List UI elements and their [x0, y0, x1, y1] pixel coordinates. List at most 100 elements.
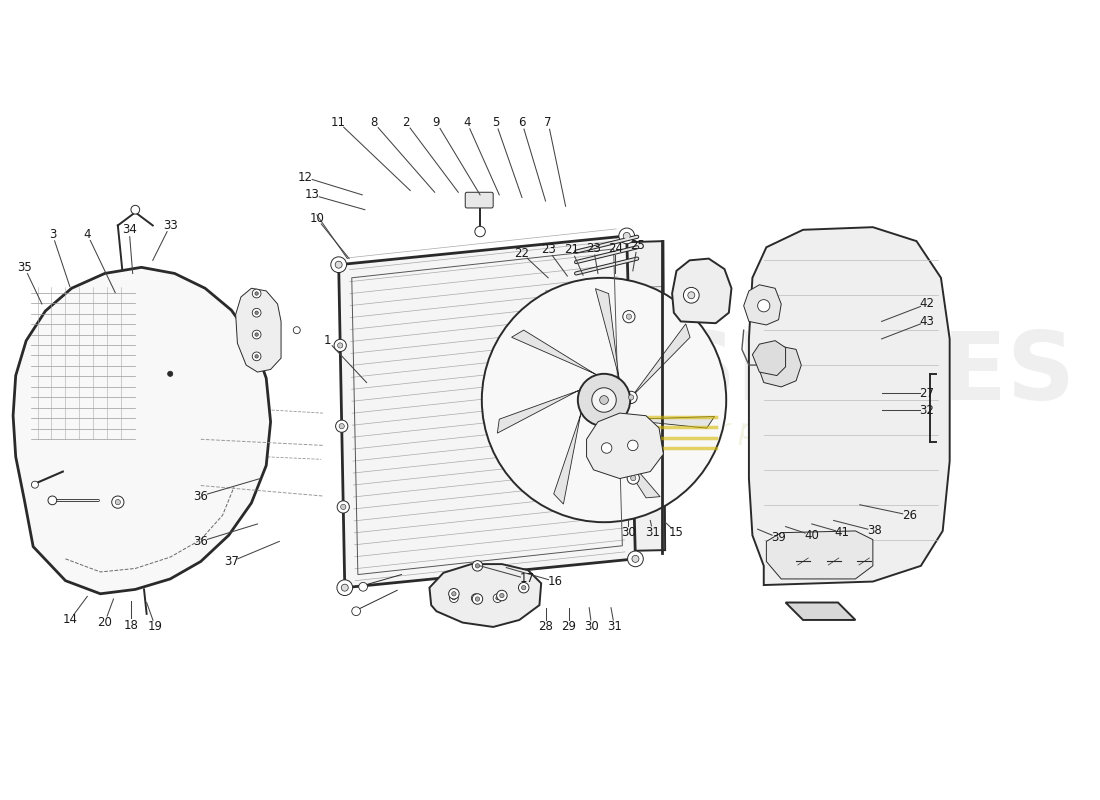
Circle shape: [758, 300, 770, 312]
Circle shape: [499, 594, 504, 598]
Circle shape: [449, 589, 459, 599]
Text: 31: 31: [646, 526, 660, 539]
Circle shape: [255, 354, 258, 358]
Text: 37: 37: [224, 555, 239, 568]
Polygon shape: [586, 413, 663, 478]
Text: 21: 21: [564, 243, 580, 256]
Text: 1085: 1085: [811, 422, 917, 465]
Polygon shape: [758, 346, 801, 387]
Text: 31: 31: [607, 621, 621, 634]
Text: 3: 3: [48, 228, 56, 241]
Circle shape: [112, 496, 124, 508]
Circle shape: [627, 472, 639, 484]
Polygon shape: [497, 390, 582, 433]
Text: 26: 26: [902, 509, 917, 522]
Circle shape: [131, 206, 140, 214]
Text: 36: 36: [194, 535, 208, 548]
Text: 2: 2: [403, 116, 409, 129]
Circle shape: [331, 257, 346, 273]
Text: 33: 33: [163, 219, 177, 232]
Text: 43: 43: [920, 315, 934, 328]
Text: 34: 34: [122, 223, 136, 236]
Circle shape: [632, 555, 639, 562]
Circle shape: [255, 333, 258, 336]
Text: 24: 24: [608, 242, 623, 254]
FancyBboxPatch shape: [465, 192, 493, 208]
Circle shape: [602, 442, 612, 454]
Circle shape: [475, 597, 480, 601]
Text: EUROSPARES: EUROSPARES: [374, 328, 1075, 420]
Text: 9: 9: [432, 116, 440, 129]
Polygon shape: [13, 267, 271, 594]
Circle shape: [252, 308, 261, 317]
Circle shape: [341, 584, 349, 591]
Text: 4: 4: [84, 228, 91, 241]
Circle shape: [578, 374, 630, 426]
Circle shape: [337, 501, 350, 513]
Circle shape: [600, 396, 608, 404]
Circle shape: [497, 590, 507, 601]
Circle shape: [626, 314, 631, 319]
Circle shape: [252, 352, 261, 361]
Polygon shape: [339, 236, 636, 588]
Text: 30: 30: [621, 526, 636, 539]
Circle shape: [628, 551, 643, 566]
Text: 16: 16: [548, 575, 562, 588]
Text: 13: 13: [305, 188, 320, 202]
Circle shape: [496, 596, 499, 600]
Text: 32: 32: [920, 404, 934, 417]
Circle shape: [337, 580, 353, 595]
Polygon shape: [752, 341, 785, 375]
Polygon shape: [512, 330, 598, 376]
Text: a passion for parts: a passion for parts: [551, 417, 811, 445]
Text: 4: 4: [463, 116, 471, 129]
Polygon shape: [628, 324, 690, 400]
Circle shape: [252, 330, 261, 339]
Text: 22: 22: [515, 247, 529, 260]
Circle shape: [624, 233, 630, 239]
Circle shape: [625, 391, 637, 403]
Circle shape: [255, 311, 258, 314]
Polygon shape: [598, 424, 660, 498]
Polygon shape: [438, 576, 515, 620]
Text: 39: 39: [771, 531, 786, 545]
Circle shape: [352, 607, 361, 615]
Circle shape: [452, 591, 456, 596]
Circle shape: [628, 394, 634, 400]
Polygon shape: [429, 564, 541, 627]
Polygon shape: [235, 288, 282, 372]
Circle shape: [452, 596, 455, 600]
Text: 29: 29: [562, 621, 576, 634]
Text: 42: 42: [920, 298, 935, 310]
Circle shape: [482, 278, 726, 522]
Text: 6: 6: [518, 116, 526, 129]
Text: 14: 14: [63, 614, 77, 626]
Circle shape: [450, 594, 459, 602]
Text: 1: 1: [323, 334, 331, 347]
Text: 17: 17: [519, 573, 535, 586]
Circle shape: [167, 371, 173, 377]
Text: 27: 27: [920, 386, 935, 399]
Text: 23: 23: [541, 243, 556, 256]
Circle shape: [336, 420, 348, 432]
Polygon shape: [553, 410, 582, 504]
Circle shape: [623, 310, 635, 322]
Circle shape: [252, 289, 261, 298]
Text: 41: 41: [835, 526, 850, 539]
Text: 19: 19: [147, 621, 163, 634]
Polygon shape: [744, 285, 781, 325]
Text: 15: 15: [669, 526, 684, 539]
Text: 20: 20: [97, 616, 112, 629]
Circle shape: [493, 594, 502, 602]
Circle shape: [474, 596, 477, 600]
Circle shape: [475, 564, 480, 568]
Circle shape: [619, 228, 635, 244]
Text: 8: 8: [370, 116, 377, 129]
Text: 38: 38: [867, 525, 882, 538]
Circle shape: [294, 326, 300, 334]
Text: 7: 7: [544, 116, 552, 129]
Text: 23: 23: [586, 242, 601, 254]
Text: 30: 30: [584, 621, 600, 634]
Circle shape: [472, 594, 483, 604]
Circle shape: [475, 226, 485, 237]
